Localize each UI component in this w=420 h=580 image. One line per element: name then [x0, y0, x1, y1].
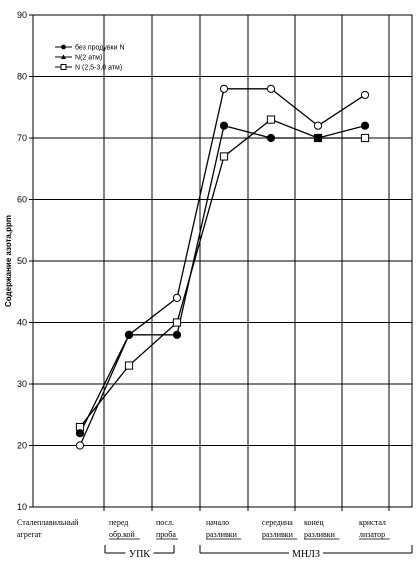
y-tick-label: 90	[17, 10, 27, 20]
group-label: МНЛЗ	[292, 549, 320, 560]
group-label: УПК	[129, 549, 150, 560]
data-point-open-circle	[219, 84, 229, 93]
category-label: конец	[304, 518, 324, 527]
category-label: середина	[262, 518, 293, 527]
data-point-open-circle	[75, 441, 85, 450]
data-point-filled-circle	[172, 330, 182, 339]
series-lines	[75, 84, 370, 450]
data-point-filled-circle	[360, 121, 370, 130]
data-point-filled-circle	[266, 133, 276, 143]
series-line	[79, 124, 366, 434]
y-tick-label: 70	[17, 133, 27, 143]
data-point-filled-circle	[124, 330, 134, 339]
data-point-open-square	[124, 361, 134, 370]
category-label: разливки	[206, 530, 238, 539]
data-point-open-circle	[172, 293, 182, 302]
data-point-filled-circle	[313, 133, 323, 143]
y-tick-label: 60	[17, 195, 27, 205]
category-label: разливки	[304, 530, 336, 539]
data-point-open-square	[172, 318, 182, 327]
data-point-open-circle	[360, 90, 370, 100]
y-tick-label: 10	[17, 502, 27, 512]
y-tick-label: 80	[17, 72, 27, 82]
y-tick-label: 40	[17, 318, 27, 328]
y-axis-label: Содержание азота,ppm	[4, 215, 13, 307]
data-point-open-square	[360, 133, 370, 143]
y-tick-label: 50	[17, 256, 27, 266]
category-label: агрегат	[17, 530, 42, 539]
legend-label: N (2,5-3,0 атм)	[75, 65, 122, 72]
gridlines	[33, 15, 412, 507]
y-tick-label: 20	[17, 441, 27, 451]
category-label: Сталеплавильный	[17, 518, 79, 527]
legend-label: N(2 атм)	[75, 55, 102, 62]
category-label: посл.	[156, 518, 174, 527]
legend-label: без продувки N	[75, 44, 125, 52]
plot-frame	[32, 14, 413, 508]
data-point-open-circle	[266, 84, 276, 93]
category-label: разливки	[262, 530, 294, 539]
category-label: лизатор	[359, 530, 385, 539]
axes: 10 20 30 40 50 60 70 80 90	[17, 10, 413, 512]
data-point-filled-circle	[219, 121, 229, 130]
legend-marker	[60, 64, 67, 70]
category-label: обр.кой	[109, 530, 136, 539]
category-labels: Сталеплавильный агрегат перед обр.кой посл. п…	[17, 518, 413, 560]
category-label: начало	[206, 518, 229, 527]
data-point-open-square	[219, 152, 229, 161]
category-label: перед	[109, 518, 128, 527]
data-point-open-square	[266, 115, 276, 124]
data-point-open-circle	[313, 121, 323, 130]
series-line	[79, 88, 366, 446]
legend: без продувки N N(2 атм) N (2,5-3,0 атм)	[55, 44, 125, 72]
y-tick-label: 30	[17, 379, 27, 389]
category-label: проба	[156, 530, 176, 539]
legend-marker	[61, 44, 66, 50]
category-label: кристал	[359, 518, 386, 527]
legend-marker	[61, 54, 66, 59]
data-point-filled-circle	[75, 429, 85, 438]
series-line	[79, 118, 365, 428]
